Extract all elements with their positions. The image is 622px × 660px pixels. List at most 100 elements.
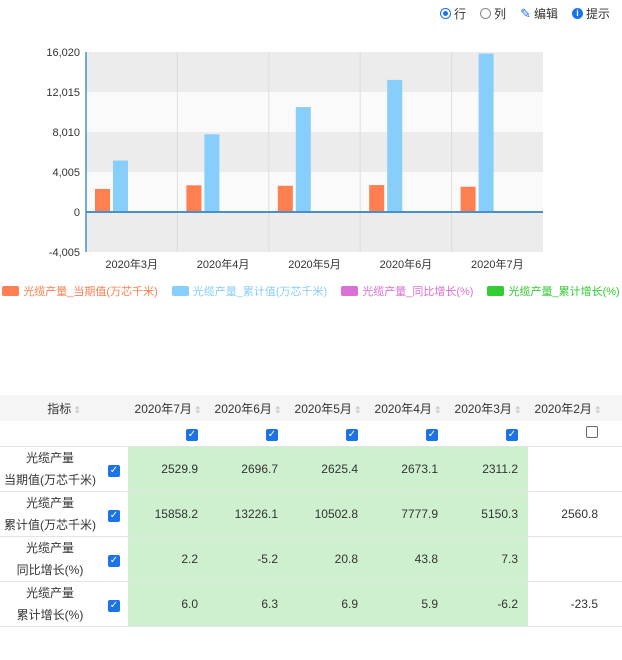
row-name-line2: 同比增长(%) [16, 563, 84, 577]
bar [204, 134, 220, 212]
edit-label: 编辑 [533, 7, 558, 21]
table-cell: 5.9 [368, 581, 448, 627]
y-tick-label: 8,010 [52, 127, 80, 139]
row-checkbox[interactable]: ✓ [108, 464, 120, 477]
row-name-line2: 累计增长(%) [16, 608, 84, 622]
radio-on-icon [440, 8, 452, 19]
x-tick-label: 2020年5月 [288, 257, 341, 271]
x-tick-label: 2020年7月 [471, 257, 524, 271]
grid-band [86, 212, 543, 252]
column-checkbox[interactable]: ✓ [266, 429, 278, 441]
column-header[interactable]: 2020年6月 ⇕ [208, 395, 288, 421]
row-name: 光缆产量累计增长(%) [0, 581, 100, 627]
radio-off-icon [480, 8, 492, 19]
table-cell: 7777.9 [368, 491, 448, 537]
x-tick-label: 2020年4月 [197, 257, 250, 271]
column-label: 2020年4月 [374, 401, 432, 416]
legend-item[interactable]: 光缆产量_同比增长(%) [341, 283, 473, 299]
grid-band [86, 52, 543, 92]
bar [277, 185, 293, 212]
column-checkbox-cell: ✓ [448, 421, 528, 447]
row-name: 光缆产量当期值(万芯千米) [0, 446, 100, 492]
column-checkbox[interactable]: ✓ [426, 429, 438, 441]
row-checkbox[interactable]: ✓ [108, 554, 120, 567]
column-checkbox-cell: ✓ [128, 421, 208, 447]
bar [460, 186, 476, 212]
sort-icon: ⇕ [513, 404, 522, 415]
column-checkbox-cell: ✓ [288, 421, 368, 447]
table-cell: 6.9 [288, 581, 368, 627]
table-cell: 6.0 [128, 581, 208, 627]
legend-item[interactable]: 光缆产量_累计增长(%) [487, 283, 620, 299]
info-icon: i [571, 8, 583, 19]
column-checkbox[interactable]: ✓ [346, 429, 358, 441]
table-cell [528, 536, 608, 582]
legend-item[interactable]: 光缆产量_当期值(万芯千米) [2, 283, 158, 299]
data-table: 指标 ⇕ 2020年7月 ⇕ 2020年6月 ⇕ 2020年5月 ⇕ 2020年4月 ⇕ 2020年… [0, 395, 622, 627]
y-tick-label: 12,015 [46, 87, 80, 99]
row-name-line1: 光缆产量 [25, 586, 74, 600]
row-name: 光缆产量 累计值(万芯千米) [0, 491, 100, 537]
column-label: 2020年3月 [454, 401, 512, 416]
table-cell: 2625.4 [288, 446, 368, 492]
row-name-line1: 光缆产量 [25, 451, 74, 465]
row-name-line1: 光缆产量 [25, 541, 74, 555]
table-cell: 2.2 [128, 536, 208, 582]
table-row: 光缆产量累计增长(%) ✓ 6.0 6.3 6.9 5.9 -6.2 -23.5 [0, 581, 622, 627]
row-name-line1: 光缆产量 [25, 496, 74, 510]
row-name: 光缆产量同比增长(%) [0, 536, 100, 582]
header-label: 指标 [47, 401, 72, 416]
column-header[interactable]: 2020年2月 ⇕ [528, 395, 608, 421]
table-cell [528, 446, 608, 492]
bar [295, 107, 311, 212]
sort-icon: ⇕ [73, 404, 81, 415]
sort-icon: ⇕ [353, 404, 362, 415]
column-checkbox[interactable] [586, 426, 598, 438]
bar [113, 160, 128, 212]
table-cell: 2529.9 [128, 446, 208, 492]
header-indicator[interactable]: 指标 ⇕ [0, 395, 128, 421]
column-checkbox[interactable]: ✓ [186, 429, 198, 441]
row-radio[interactable]: 行 [440, 5, 466, 22]
edit-button[interactable]: ✎ 编辑 [520, 5, 558, 22]
chart-legend: 光缆产量_当期值(万芯千米) 光缆产量_累计值(万芯千米) 光缆产量_同比增长(%)… [0, 283, 622, 299]
table-cell: -6.2 [448, 581, 528, 627]
table-cell: 6.3 [208, 581, 288, 627]
column-label: 2020年6月 [214, 401, 272, 416]
y-tick-label: -4,005 [49, 247, 80, 259]
column-header[interactable]: 2020年3月 ⇕ [448, 395, 528, 421]
table-cell: 10502.8 [288, 491, 368, 537]
table-cell: -23.5 [528, 581, 608, 627]
row-name-line2: 当期值(万芯千米) [4, 473, 96, 487]
legend-item[interactable]: 光缆产量_累计值(万芯千米) [171, 283, 328, 299]
row-checkbox[interactable]: ✓ [108, 599, 120, 612]
column-checkbox[interactable]: ✓ [506, 429, 518, 441]
hint-label: 提示 [585, 7, 610, 21]
y-tick-label: 16,020 [46, 47, 80, 59]
hint-button[interactable]: i 提示 [571, 5, 610, 22]
table-cell: 15858.2 [128, 491, 208, 537]
legend-label: 光缆产量_当期值(万芯千米) [23, 286, 158, 298]
table-cell: 2696.7 [208, 446, 288, 492]
legend-swatch [171, 286, 189, 296]
legend-swatch [487, 286, 505, 296]
bar [387, 79, 403, 213]
table-cell: -5.2 [208, 536, 288, 582]
column-header[interactable]: 2020年5月 ⇕ [288, 395, 368, 421]
table-cell: 2311.2 [448, 446, 528, 492]
column-header[interactable]: 2020年4月 ⇕ [368, 395, 448, 421]
bar-chart: 16,020 12,015 8,010 4,005 0 -4,005 2020年3月 2020… [46, 47, 543, 271]
row-checkbox[interactable]: ✓ [108, 509, 120, 522]
legend-label: 光缆产量_累计增长(%) [508, 286, 620, 298]
legend-label: 光缆产量_累计值(万芯千米) [192, 286, 328, 298]
y-tick-label: 4,005 [52, 167, 80, 179]
bar [369, 185, 385, 212]
col-radio[interactable]: 列 [480, 5, 506, 22]
column-checkbox-cell [528, 421, 608, 447]
column-header[interactable]: 2020年7月 ⇕ [128, 395, 208, 421]
table-row: 光缆产量 同比增长(%) ✓ 2.2 -5.2 20.8 43.8 7.3 [0, 536, 622, 582]
column-label: 2020年5月 [294, 401, 352, 416]
legend-swatch [2, 286, 20, 296]
sort-icon: ⇕ [593, 404, 602, 415]
toolbar: 行 列 ✎ 编辑 i 提示 [440, 5, 610, 22]
